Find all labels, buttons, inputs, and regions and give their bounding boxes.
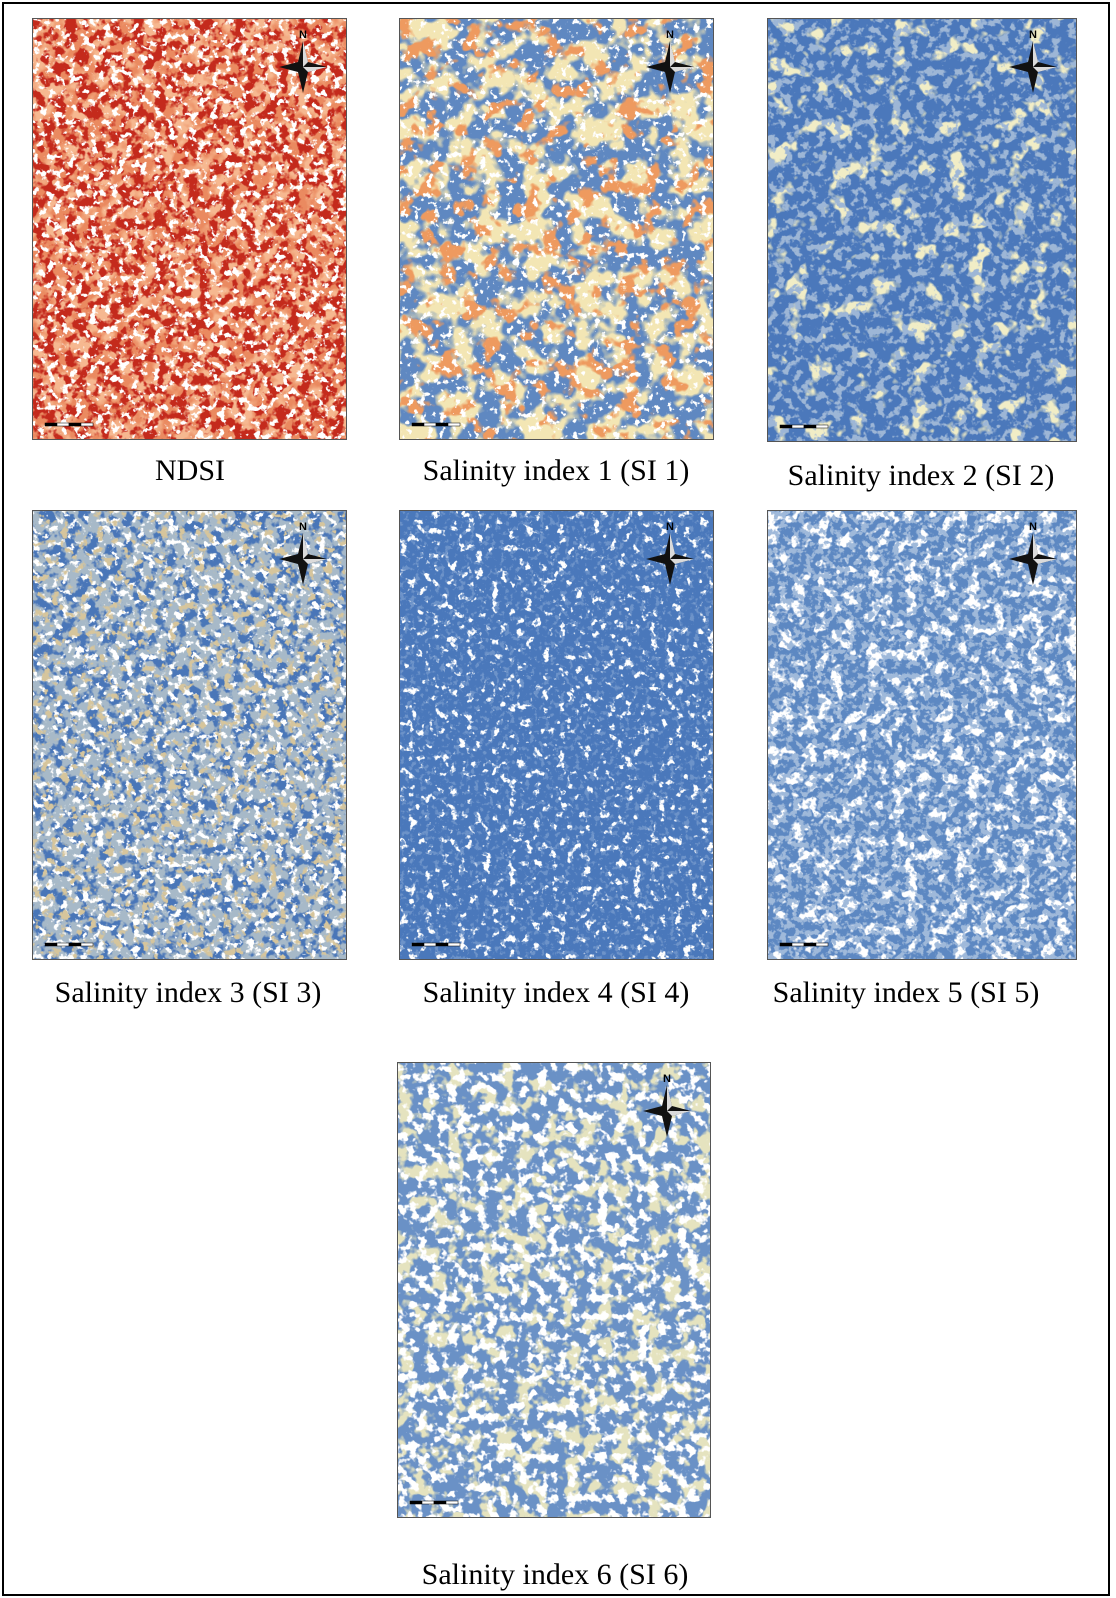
scale-bar [780, 425, 828, 428]
map: N [32, 510, 347, 960]
scale-bar [45, 423, 93, 426]
map-texture [400, 511, 714, 960]
caption: Salinity index 5 (SI 5) [716, 976, 1096, 1010]
map-texture [398, 1063, 711, 1518]
north-label: N [299, 521, 307, 533]
map-texture [33, 511, 347, 960]
scale-bar [412, 423, 460, 426]
scale-bar [410, 1501, 458, 1504]
north-label: N [666, 29, 674, 41]
map: N [32, 18, 347, 440]
scale-bar [412, 943, 460, 946]
figure: NDSI Salinity index 1 (SI 1) Salinity in… [0, 0, 1116, 1598]
map: N [767, 18, 1077, 442]
map: N [397, 1062, 711, 1518]
north-label: N [666, 521, 674, 533]
north-label: N [299, 29, 307, 41]
map: N [399, 510, 714, 960]
caption: Salinity index 4 (SI 4) [366, 976, 746, 1010]
caption: Salinity index 1 (SI 1) [366, 454, 746, 488]
map: N [767, 510, 1077, 960]
scale-bar [45, 943, 93, 946]
caption: NDSI [0, 454, 380, 488]
north-label: N [663, 1073, 671, 1085]
map: N [399, 18, 714, 440]
map-texture [768, 511, 1077, 960]
north-label: N [1029, 29, 1037, 41]
map-texture [33, 19, 347, 440]
north-label: N [1029, 521, 1037, 533]
scale-bar [780, 943, 828, 946]
caption: Salinity index 6 (SI 6) [365, 1558, 745, 1592]
caption: Salinity index 2 (SI 2) [731, 459, 1111, 493]
map-texture [400, 19, 714, 440]
caption: Salinity index 3 (SI 3) [0, 976, 378, 1010]
